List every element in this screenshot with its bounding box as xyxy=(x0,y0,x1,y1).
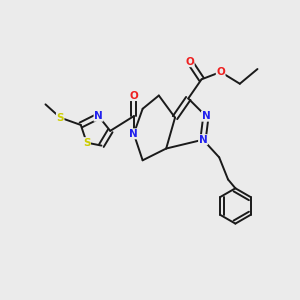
Text: N: N xyxy=(199,135,207,145)
Text: O: O xyxy=(185,57,194,67)
Text: S: S xyxy=(83,138,90,148)
Text: S: S xyxy=(56,112,64,123)
Text: O: O xyxy=(129,91,138,100)
Text: O: O xyxy=(216,67,225,77)
Text: N: N xyxy=(202,111,210,121)
Text: N: N xyxy=(94,111,103,121)
Text: N: N xyxy=(129,129,138,139)
